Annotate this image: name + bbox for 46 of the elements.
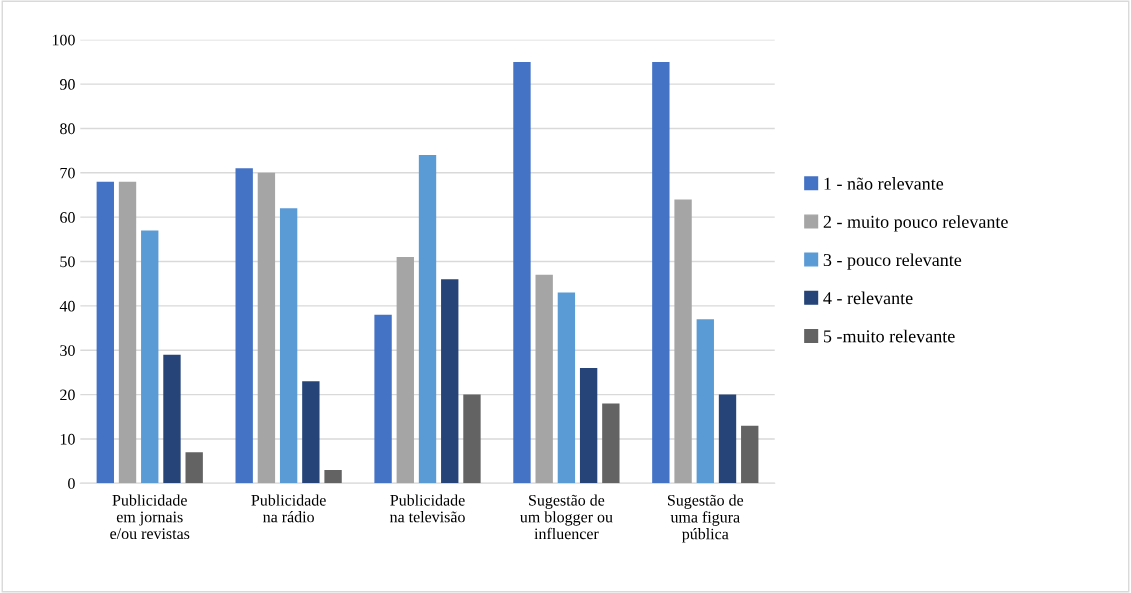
bar (235, 168, 253, 484)
legend-label: 5 -muito relevante (823, 329, 955, 343)
bar (674, 199, 692, 484)
bar (557, 292, 576, 484)
bar (513, 61, 531, 484)
y-tick-label: 20 (60, 389, 75, 401)
bar (579, 367, 598, 484)
y-tick-label: 100 (52, 34, 75, 46)
legend-label: 3 - pouco relevante (823, 253, 962, 270)
x-tick-label: Publicidade na rádio (251, 494, 326, 523)
legend-label: 1 - não relevante (824, 177, 944, 190)
bar (418, 155, 437, 484)
x-tick-label: Publicidade na televisão (389, 494, 465, 523)
legend-label: 4 - relevante (823, 291, 913, 305)
bar (324, 469, 342, 484)
x-tick-label: Publicidade em jornais e/ou revistas (110, 494, 190, 540)
bar (163, 354, 181, 484)
bar (257, 172, 276, 484)
bar (141, 230, 159, 484)
bar (535, 274, 553, 484)
bar (696, 319, 714, 484)
y-tick-label: 80 (60, 123, 75, 135)
bar (279, 208, 298, 484)
bar (741, 425, 759, 484)
y-tick-label: 60 (60, 212, 75, 223)
legend-label: 2 - muito pouco relevante (823, 215, 1008, 232)
bar (718, 394, 737, 484)
bar (302, 381, 320, 484)
y-tick-label: 70 (60, 167, 75, 179)
bar (374, 314, 392, 484)
y-tick-label: 0 (68, 478, 75, 489)
bar (96, 181, 114, 484)
x-tick-label: Sugestão de uma figura pública (667, 494, 744, 543)
bar (185, 452, 203, 484)
y-tick-label: 90 (59, 79, 75, 90)
y-tick-label: 30 (60, 345, 75, 356)
bar (463, 394, 481, 484)
x-tick-label: Sugestão de um blogger ou influencer (520, 494, 613, 540)
bar (118, 181, 137, 484)
y-tick-label: 40 (59, 300, 75, 312)
y-tick-label: 10 (60, 433, 75, 445)
y-tick-label: 50 (60, 256, 75, 268)
bar (441, 279, 459, 484)
bar (652, 61, 670, 484)
bar (396, 257, 414, 484)
bar (602, 403, 620, 484)
